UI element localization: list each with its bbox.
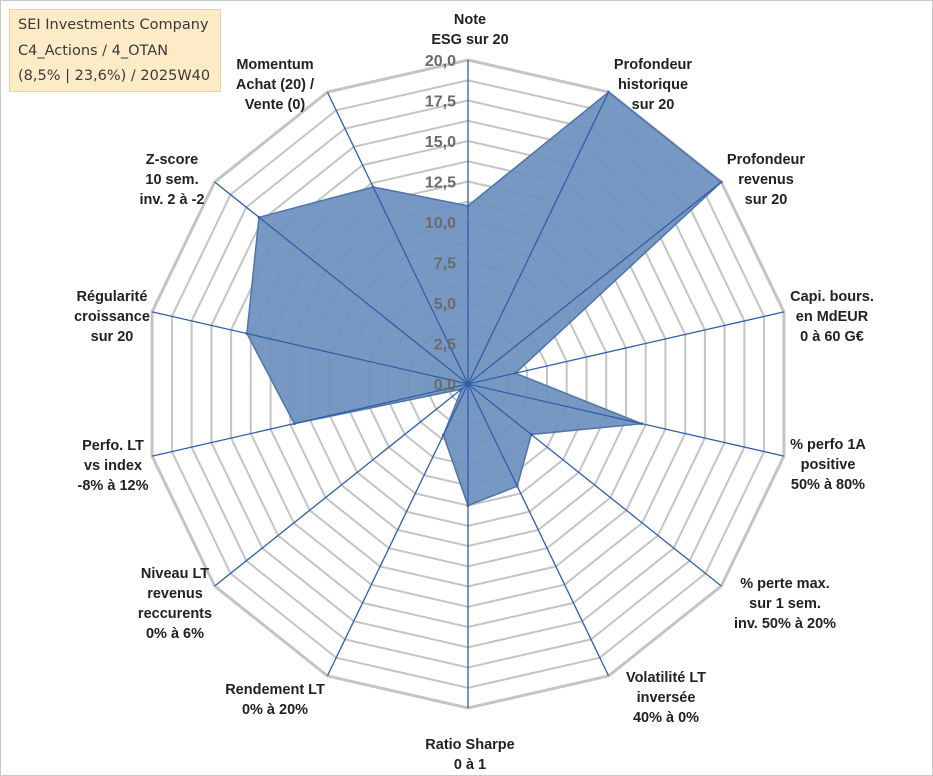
axis-label-line: % perfo 1A bbox=[790, 437, 866, 453]
axis-label-line: 50% à 80% bbox=[791, 477, 865, 493]
radar-axis-labels: Note ESG sur 20 Profondeur historique sur 20… bbox=[74, 12, 874, 773]
axis-spoke bbox=[326, 383, 469, 677]
axis-label-line: Profondeur bbox=[727, 152, 805, 168]
axis-label-line: sur 20 bbox=[745, 192, 788, 208]
axis-spoke bbox=[467, 383, 785, 457]
axis-label-line: Achat (20) / bbox=[236, 77, 314, 93]
axis-spoke bbox=[467, 91, 610, 385]
axis-spoke bbox=[467, 383, 722, 587]
axis-label: Profondeur revenus sur 20 bbox=[727, 152, 805, 208]
axis-label-line: 0 à 60 G€ bbox=[800, 329, 864, 345]
axis-label-line: historique bbox=[618, 77, 688, 93]
axis-spoke bbox=[214, 383, 469, 587]
axis-label-line: reccurents bbox=[138, 606, 212, 622]
axis-label-line: 10 sem. bbox=[145, 172, 198, 188]
axis-label-line: 0 à 1 bbox=[454, 757, 486, 773]
axis-spoke bbox=[326, 91, 469, 385]
axis-label: Volatilité LT inversée 40% à 0% bbox=[626, 670, 706, 726]
tick-label: 15,0 bbox=[425, 134, 456, 151]
axis-label-line: Ratio Sharpe bbox=[425, 737, 514, 753]
axis-label-line: croissance bbox=[74, 309, 150, 325]
radar-series-layer bbox=[245, 90, 723, 507]
tick-label: 2,5 bbox=[434, 337, 456, 354]
axis-label: Perfo. LT vs index -8% à 12% bbox=[78, 438, 149, 494]
axis-label-line: Note bbox=[454, 12, 486, 28]
axis-label-line: Rendement LT bbox=[225, 682, 325, 698]
axis-label-line: 40% à 0% bbox=[633, 710, 699, 726]
axis-label-line: % perte max. bbox=[740, 576, 829, 592]
radar-tick-labels: 0,0 2,5 5,0 7,5 10,0 12,5 15,0 17,5 20,0 bbox=[425, 53, 456, 394]
axis-label-line: Vente (0) bbox=[245, 97, 306, 113]
axis-label: % perfo 1A positive 50% à 80% bbox=[790, 437, 866, 493]
axis-label-line: Niveau LT bbox=[141, 566, 209, 582]
axis-label-line: Capi. bours. bbox=[790, 289, 874, 305]
axis-label-line: Momentum bbox=[236, 57, 313, 73]
axis-label-line: inversée bbox=[637, 690, 696, 706]
axis-label-line: sur 1 sem. bbox=[749, 596, 821, 612]
axis-label-line: ESG sur 20 bbox=[431, 32, 508, 48]
axis-label: % perte max. sur 1 sem. inv. 50% à 20% bbox=[734, 576, 836, 632]
axis-label-line: Volatilité LT bbox=[626, 670, 706, 686]
tick-label: 17,5 bbox=[425, 94, 456, 111]
axis-label-line: sur 20 bbox=[91, 329, 134, 345]
axis-label-line: sur 20 bbox=[632, 97, 675, 113]
tick-label: 20,0 bbox=[425, 53, 456, 70]
axis-label: Momentum Achat (20) / Vente (0) bbox=[236, 57, 314, 113]
period-subtitle: (8,5% | 23,6%) / 2025W40 bbox=[18, 68, 211, 84]
company-title: SEI Investments Company bbox=[18, 17, 209, 33]
axis-label-line: inv. 2 à -2 bbox=[139, 192, 204, 208]
axis-label-line: Profondeur bbox=[614, 57, 692, 73]
tick-label: 12,5 bbox=[425, 175, 456, 192]
axis-spoke bbox=[467, 311, 785, 385]
axis-label-line: Régularité bbox=[77, 289, 148, 305]
axis-label-line: 0% à 6% bbox=[146, 626, 204, 642]
axis-spoke bbox=[214, 181, 469, 385]
portfolio-subtitle: C4_Actions / 4_OTAN bbox=[18, 42, 169, 59]
axis-label: Z-score 10 sem. inv. 2 à -2 bbox=[139, 152, 204, 208]
axis-spoke bbox=[467, 383, 610, 677]
tick-label: 0,0 bbox=[434, 377, 456, 394]
axis-label: Capi. bours. en MdEUR 0 à 60 G€ bbox=[790, 289, 874, 345]
axis-label: Note ESG sur 20 bbox=[431, 12, 508, 48]
axis-label-line: -8% à 12% bbox=[78, 478, 149, 494]
axis-label-line: Z-score bbox=[146, 152, 198, 168]
axis-label-line: revenus bbox=[147, 586, 203, 602]
axis-label-line: revenus bbox=[738, 172, 794, 188]
axis-label-line: en MdEUR bbox=[796, 309, 869, 325]
axis-label: Niveau LT revenus reccurents 0% à 6% bbox=[138, 566, 212, 642]
axis-label-line: vs index bbox=[84, 458, 142, 474]
tick-label: 10,0 bbox=[425, 215, 456, 232]
radar-spokes bbox=[151, 60, 785, 708]
axis-label: Ratio Sharpe 0 à 1 bbox=[425, 737, 514, 773]
tick-label: 5,0 bbox=[434, 296, 456, 313]
axis-label-line: inv. 50% à 20% bbox=[734, 616, 836, 632]
axis-spoke bbox=[151, 311, 469, 385]
axis-label-line: Perfo. LT bbox=[82, 438, 144, 454]
tick-label: 7,5 bbox=[434, 256, 456, 273]
axis-spoke bbox=[467, 181, 722, 385]
axis-spoke bbox=[151, 383, 469, 457]
axis-label-line: 0% à 20% bbox=[242, 702, 308, 718]
axis-label: Rendement LT 0% à 20% bbox=[225, 682, 325, 718]
series-area bbox=[246, 91, 723, 507]
chart-title-box: SEI Investments Company C4_Actions / 4_O… bbox=[9, 9, 221, 92]
axis-label: Régularité croissance sur 20 bbox=[74, 289, 150, 345]
axis-label-line: positive bbox=[801, 457, 856, 473]
axis-label: Profondeur historique sur 20 bbox=[614, 57, 692, 113]
